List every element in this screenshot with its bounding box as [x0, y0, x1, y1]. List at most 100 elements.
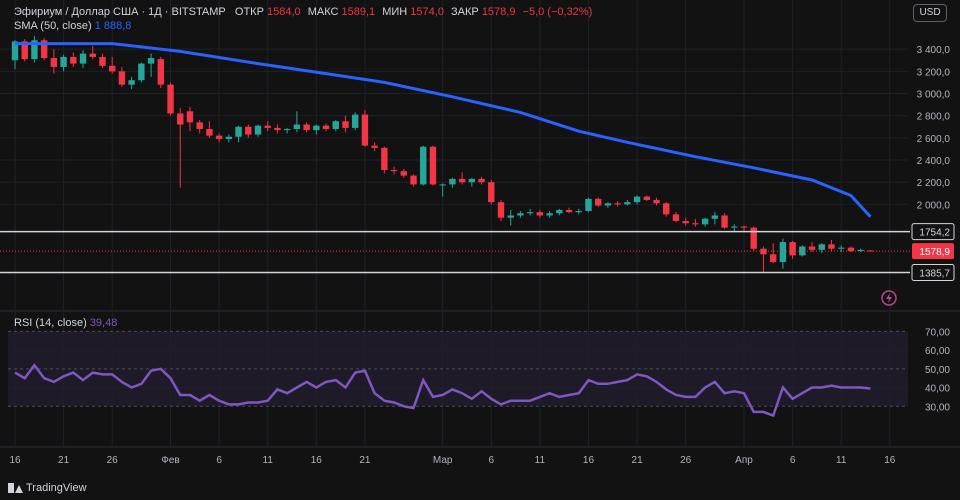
candle-body	[526, 212, 534, 214]
x-tick-label: 26	[680, 455, 692, 466]
candle-body	[769, 254, 777, 263]
sma-line	[15, 42, 872, 218]
candle-body	[225, 136, 233, 139]
rsi-line	[14, 363, 871, 418]
level-label-box	[911, 263, 955, 281]
x-tick-label: 16	[311, 455, 323, 466]
x-tick-label: 21	[58, 455, 70, 466]
candle-body	[536, 212, 544, 216]
x-tick-label: 6	[790, 455, 796, 466]
tradingview-logo-text: TradingView	[26, 482, 87, 494]
price-axis[interactable]: 3 400,0 3 200,0 3 000,0 2 800,0 2 600,0 2 400…	[917, 45, 951, 413]
low-label: МИН	[382, 6, 408, 18]
candle-body	[760, 248, 767, 255]
candle-body	[633, 196, 641, 203]
candle-body	[410, 175, 417, 185]
candle-body	[731, 226, 738, 228]
x-tick-label: Фев	[161, 455, 179, 466]
price-tick-label: 2 800,0	[917, 112, 951, 123]
candle-body	[711, 215, 719, 219]
candle-body	[429, 146, 437, 185]
candle-body	[701, 218, 709, 225]
candle-body	[818, 244, 825, 250]
candle-body	[740, 226, 748, 228]
candle-body	[186, 111, 194, 123]
candle-body	[390, 170, 398, 172]
time-axis[interactable]: 16 21 26 Фев 6 11 16 21 Мар 6 11 16 21 26 Апр 6 11 16	[9, 455, 895, 466]
candle-body	[361, 114, 369, 146]
candle-body	[682, 221, 689, 224]
candle-body	[692, 223, 699, 225]
candle-body	[235, 126, 242, 137]
price-tick-label: 2 600,0	[917, 134, 951, 145]
candle-body	[663, 203, 670, 215]
candle-body	[215, 135, 223, 139]
candle-body	[653, 199, 660, 204]
candle-body	[138, 63, 145, 81]
level-label: 1754,2	[919, 228, 950, 239]
tradingview-logo[interactable]: TradingView	[8, 482, 87, 494]
x-tick-label: Апр	[735, 455, 753, 466]
candle-body	[99, 56, 106, 66]
x-tick-label: 6	[488, 455, 494, 466]
candle-body	[70, 56, 77, 64]
level-label-box	[911, 223, 955, 241]
symbol-title[interactable]: Эфириум / Доллар США · 1Д · BITSTAMP	[14, 6, 226, 18]
candle-body	[517, 213, 524, 216]
candle-body	[838, 247, 845, 249]
candle-body	[342, 121, 349, 128]
alert-icon[interactable]	[881, 290, 897, 306]
rsi-tick-label: 30,00	[925, 402, 950, 413]
sma-legend[interactable]: SMA (50, close) 1 888,8	[14, 20, 131, 32]
candle-body	[40, 40, 48, 59]
candle-body	[31, 40, 38, 60]
candle-body	[128, 80, 135, 85]
candle-body	[89, 53, 96, 57]
candle-body	[721, 215, 728, 228]
x-tick-label: 11	[836, 455, 847, 466]
candle-body	[371, 145, 378, 148]
candle-body	[828, 244, 835, 249]
rsi-tick-label: 40,00	[925, 384, 950, 395]
tradingview-logo-icon	[8, 483, 23, 493]
candle-body	[303, 124, 310, 131]
price-tick-label: 3 200,0	[917, 67, 951, 78]
change-value: −5,0 (−0,32%)	[522, 6, 593, 18]
x-tick-label: 21	[359, 455, 371, 466]
candle-body	[857, 249, 864, 251]
candle-body	[458, 178, 466, 183]
grid	[0, 0, 908, 447]
candle-body	[575, 211, 582, 213]
candle-body	[643, 196, 650, 200]
high-label: МАКС	[307, 6, 339, 18]
candle-body	[604, 203, 612, 206]
candle-body	[157, 59, 164, 85]
candle-body	[507, 215, 514, 218]
candle-body	[50, 58, 58, 67]
open-value: 1584,0	[266, 6, 301, 18]
x-tick-label: Мар	[433, 455, 453, 466]
close-value: 1578,9	[481, 6, 516, 18]
x-tick-label: 11	[535, 455, 546, 466]
candle-body	[322, 125, 330, 129]
x-tick-label: 26	[107, 455, 119, 466]
candle-body	[264, 125, 271, 128]
candle-body	[556, 209, 563, 214]
currency-button[interactable]: USD	[913, 4, 947, 22]
sma-value: 1 888,8	[94, 20, 132, 32]
candle-body	[799, 246, 806, 256]
candle-body	[352, 114, 359, 128]
rsi-value: 39,48	[89, 317, 118, 329]
price-levels[interactable]: 1754,2 1385,7 1578,9	[0, 223, 955, 281]
candle-body	[332, 121, 339, 129]
candle-body	[79, 53, 87, 64]
candle-body	[750, 227, 757, 249]
rsi-tick-label: 70,00	[925, 327, 950, 338]
candle-body	[177, 113, 184, 125]
rsi-legend[interactable]: RSI (14, close) 39,48	[14, 317, 117, 329]
x-tick-label: 16	[583, 455, 595, 466]
last-price-label: 1578,9	[919, 247, 950, 258]
last-price-box	[912, 243, 954, 260]
candles	[11, 35, 874, 274]
